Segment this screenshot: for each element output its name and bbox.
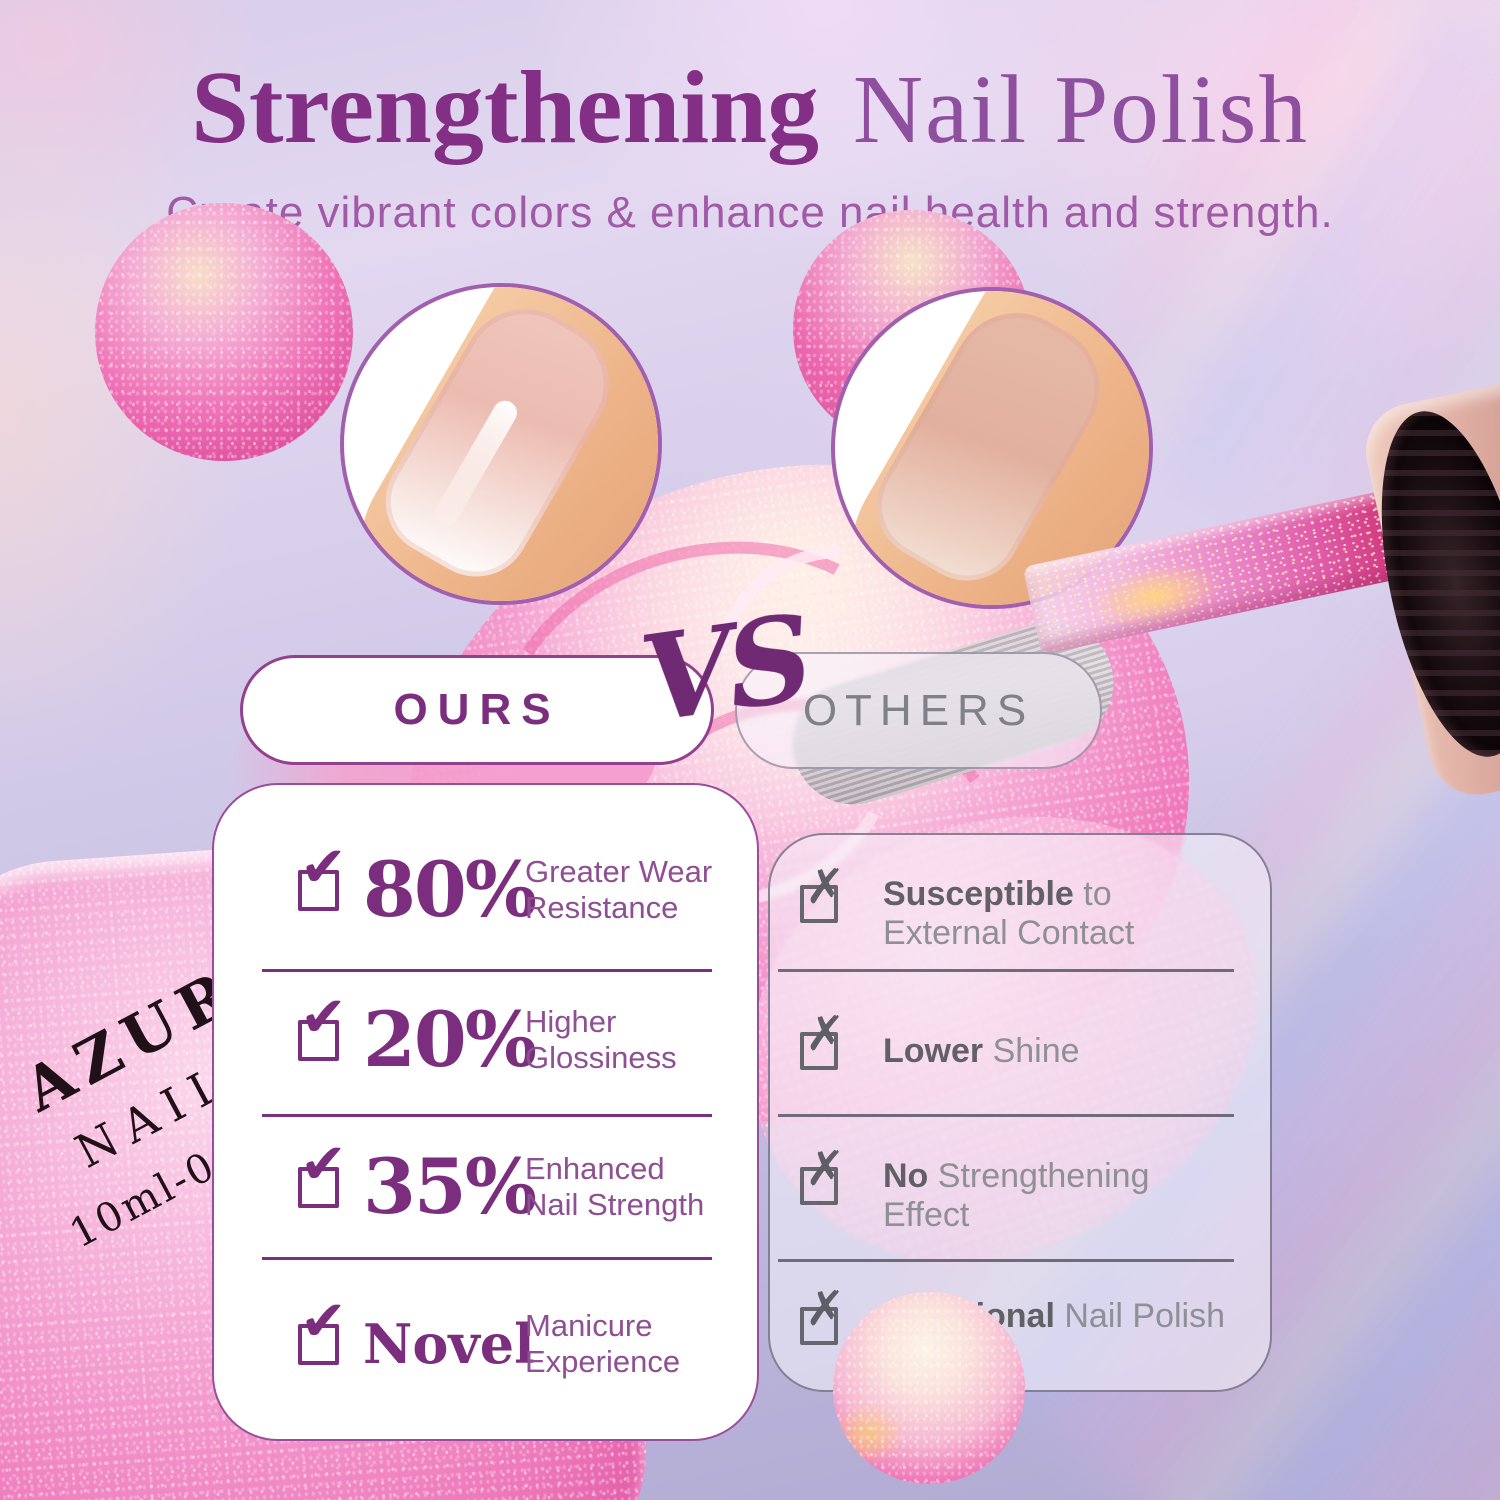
page-title: Strengthening Nail Polish: [0, 48, 1500, 167]
ours-label-text: Enhanced Nail Strength: [525, 1151, 705, 1222]
ours-badge: OURS: [240, 655, 714, 765]
others-row: ✗ Susceptible to External Contact: [800, 863, 1135, 953]
title-light: Nail Polish: [853, 56, 1309, 163]
checkbox-crossed-icon: ✗: [800, 1010, 845, 1070]
others-panel: ✗ Susceptible to External Contact ✗ Lowe…: [768, 833, 1272, 1392]
ours-value: 35%: [363, 1142, 537, 1231]
divider: [778, 969, 1234, 972]
polish-pearl-drop: [833, 1292, 1025, 1484]
checkbox-crossed-icon: ✗: [800, 863, 845, 923]
others-row: ✗ No Strengthening Effect: [800, 1145, 1150, 1235]
ours-row: ✔ 80% Greater Wear Resistance: [214, 825, 757, 955]
others-label-text: Lower Shine: [883, 1031, 1080, 1070]
others-badge: OTHERS: [735, 652, 1102, 769]
checkbox-checked-icon: ✔: [298, 989, 347, 1061]
others-label-text: No Strengthening Effect: [883, 1157, 1150, 1234]
ours-panel: ✔ 80% Greater Wear Resistance ✔ 20% High…: [212, 783, 759, 1441]
divider: [778, 1259, 1234, 1262]
polish-drop-sphere: [95, 203, 353, 461]
vs-label: VS: [633, 588, 816, 749]
ours-value: 20%: [363, 995, 537, 1084]
others-label-text: Susceptible to External Contact: [883, 875, 1135, 952]
divider: [778, 1114, 1234, 1117]
ours-label-text: Manicure Experience: [525, 1308, 681, 1379]
checkbox-crossed-icon: ✗: [800, 1285, 845, 1345]
others-label: OTHERS: [802, 685, 1035, 735]
checkbox-crossed-icon: ✗: [800, 1145, 845, 1205]
ours-label-text: Greater Wear Resistance: [525, 854, 713, 925]
ours-label-text: Higher Glossiness: [525, 1004, 677, 1075]
checkbox-checked-icon: ✔: [298, 1136, 347, 1208]
ours-value: Novel: [363, 1312, 535, 1376]
ours-label: OURS: [393, 685, 561, 734]
divider: [262, 969, 712, 972]
ours-row: ✔ Novel Manicure Experience: [214, 1279, 757, 1409]
divider: [262, 1257, 712, 1260]
ours-value: 80%: [363, 845, 537, 934]
divider: [262, 1114, 712, 1117]
ours-row: ✔ 35% Enhanced Nail Strength: [214, 1122, 757, 1252]
title-strong: Strengthening: [191, 50, 820, 165]
ours-row: ✔ 20% Higher Glossiness: [214, 975, 757, 1105]
page-subtitle: Create vibrant colors & enhance nail hea…: [166, 188, 1334, 237]
others-row: ✗ Lower Shine: [800, 1010, 1080, 1081]
checkbox-checked-icon: ✔: [298, 1293, 347, 1365]
checkbox-checked-icon: ✔: [298, 839, 347, 911]
nail-closeup-ours: [340, 283, 662, 605]
